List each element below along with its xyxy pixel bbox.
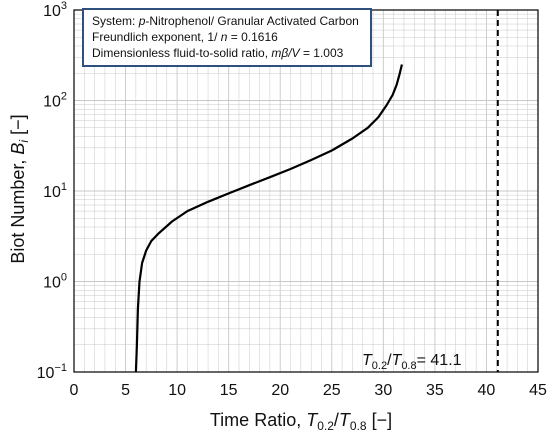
x-tick-label: 10: [168, 382, 186, 399]
x-axis-title-t1: T: [306, 410, 319, 430]
x-tick-label: 30: [374, 382, 392, 399]
x-tick-label: 25: [323, 382, 341, 399]
y-axis-title: Biot Number, Bi [−]: [8, 114, 31, 263]
x-axis-title-t2: T: [339, 410, 352, 430]
y-tick-label: 100: [43, 272, 67, 292]
y-axis-title-sub: i: [17, 140, 31, 143]
x-axis-title-slash: /: [334, 410, 339, 430]
y-tick-labels: 10−1 100 101 102 103: [37, 0, 67, 382]
x-axis-title-sub2: 0.8: [350, 419, 367, 433]
x-axis-title-unit: [−]: [367, 410, 393, 430]
x-tick-label: 0: [70, 382, 79, 399]
info-system-line: System: p-Nitrophenol/ Granular Activate…: [92, 13, 362, 29]
x-axis-title-main: Time Ratio,: [210, 410, 306, 430]
info-freundlich-value: = 0.1616: [227, 30, 278, 44]
biot-number-curve: [134, 64, 403, 373]
info-system-label: System:: [92, 14, 139, 28]
info-freundlich-label: Freundlich exponent, 1/: [92, 30, 221, 44]
x-axis-title: Time Ratio, T0.2/T0.8 [−]: [210, 410, 392, 433]
info-ratio-line: Dimensionless fluid-to-solid ratio, mβ/V…: [92, 45, 362, 61]
x-tick-label: 15: [220, 382, 238, 399]
annotation-sub2: 0.8: [401, 360, 417, 373]
info-box: System: p-Nitrophenol/ Granular Activate…: [82, 8, 372, 67]
annotation-sub1: 0.2: [371, 360, 388, 373]
x-tick-label: 20: [271, 382, 289, 399]
y-axis-title-unit: [−]: [8, 114, 28, 140]
info-freundlich-line: Freundlich exponent, 1/ n = 0.1616: [92, 29, 362, 45]
info-ratio-symbol: mβ/V: [271, 46, 300, 60]
y-tick-label: 101: [43, 181, 67, 201]
x-tick-labels: 0 5 10 15 20 25 30 35 40 45: [70, 382, 547, 399]
x-tick-label: 40: [478, 382, 496, 399]
info-freundlich-symbol: n: [220, 30, 228, 44]
y-tick-label: 102: [43, 91, 67, 111]
x-tick-label: 5: [121, 382, 130, 399]
info-ratio-label: Dimensionless fluid-to-solid ratio,: [92, 46, 272, 60]
series-group: [134, 64, 403, 373]
y-axis-title-main: Biot Number,: [8, 155, 28, 264]
annotation-t2: T: [391, 352, 402, 369]
annotation-slash: /: [387, 352, 392, 369]
y-tick-label: 10−1: [37, 362, 67, 382]
info-ratio-value: = 1.003: [299, 46, 344, 60]
annotation-value: = 41.1: [416, 352, 462, 369]
x-tick-label: 35: [426, 382, 444, 399]
x-axis-title-sub1: 0.2: [317, 419, 334, 433]
info-system-prefix: p: [138, 14, 146, 28]
time-ratio-annotation: T0.2/T0.8= 41.1: [362, 352, 462, 372]
y-axis-title-symbol: B: [8, 143, 28, 155]
x-tick-label: 45: [529, 382, 547, 399]
annotation-t1: T: [362, 352, 372, 369]
info-system-value: -Nitrophenol/ Granular Activated Carbon: [145, 14, 359, 28]
y-tick-label: 103: [43, 0, 67, 20]
